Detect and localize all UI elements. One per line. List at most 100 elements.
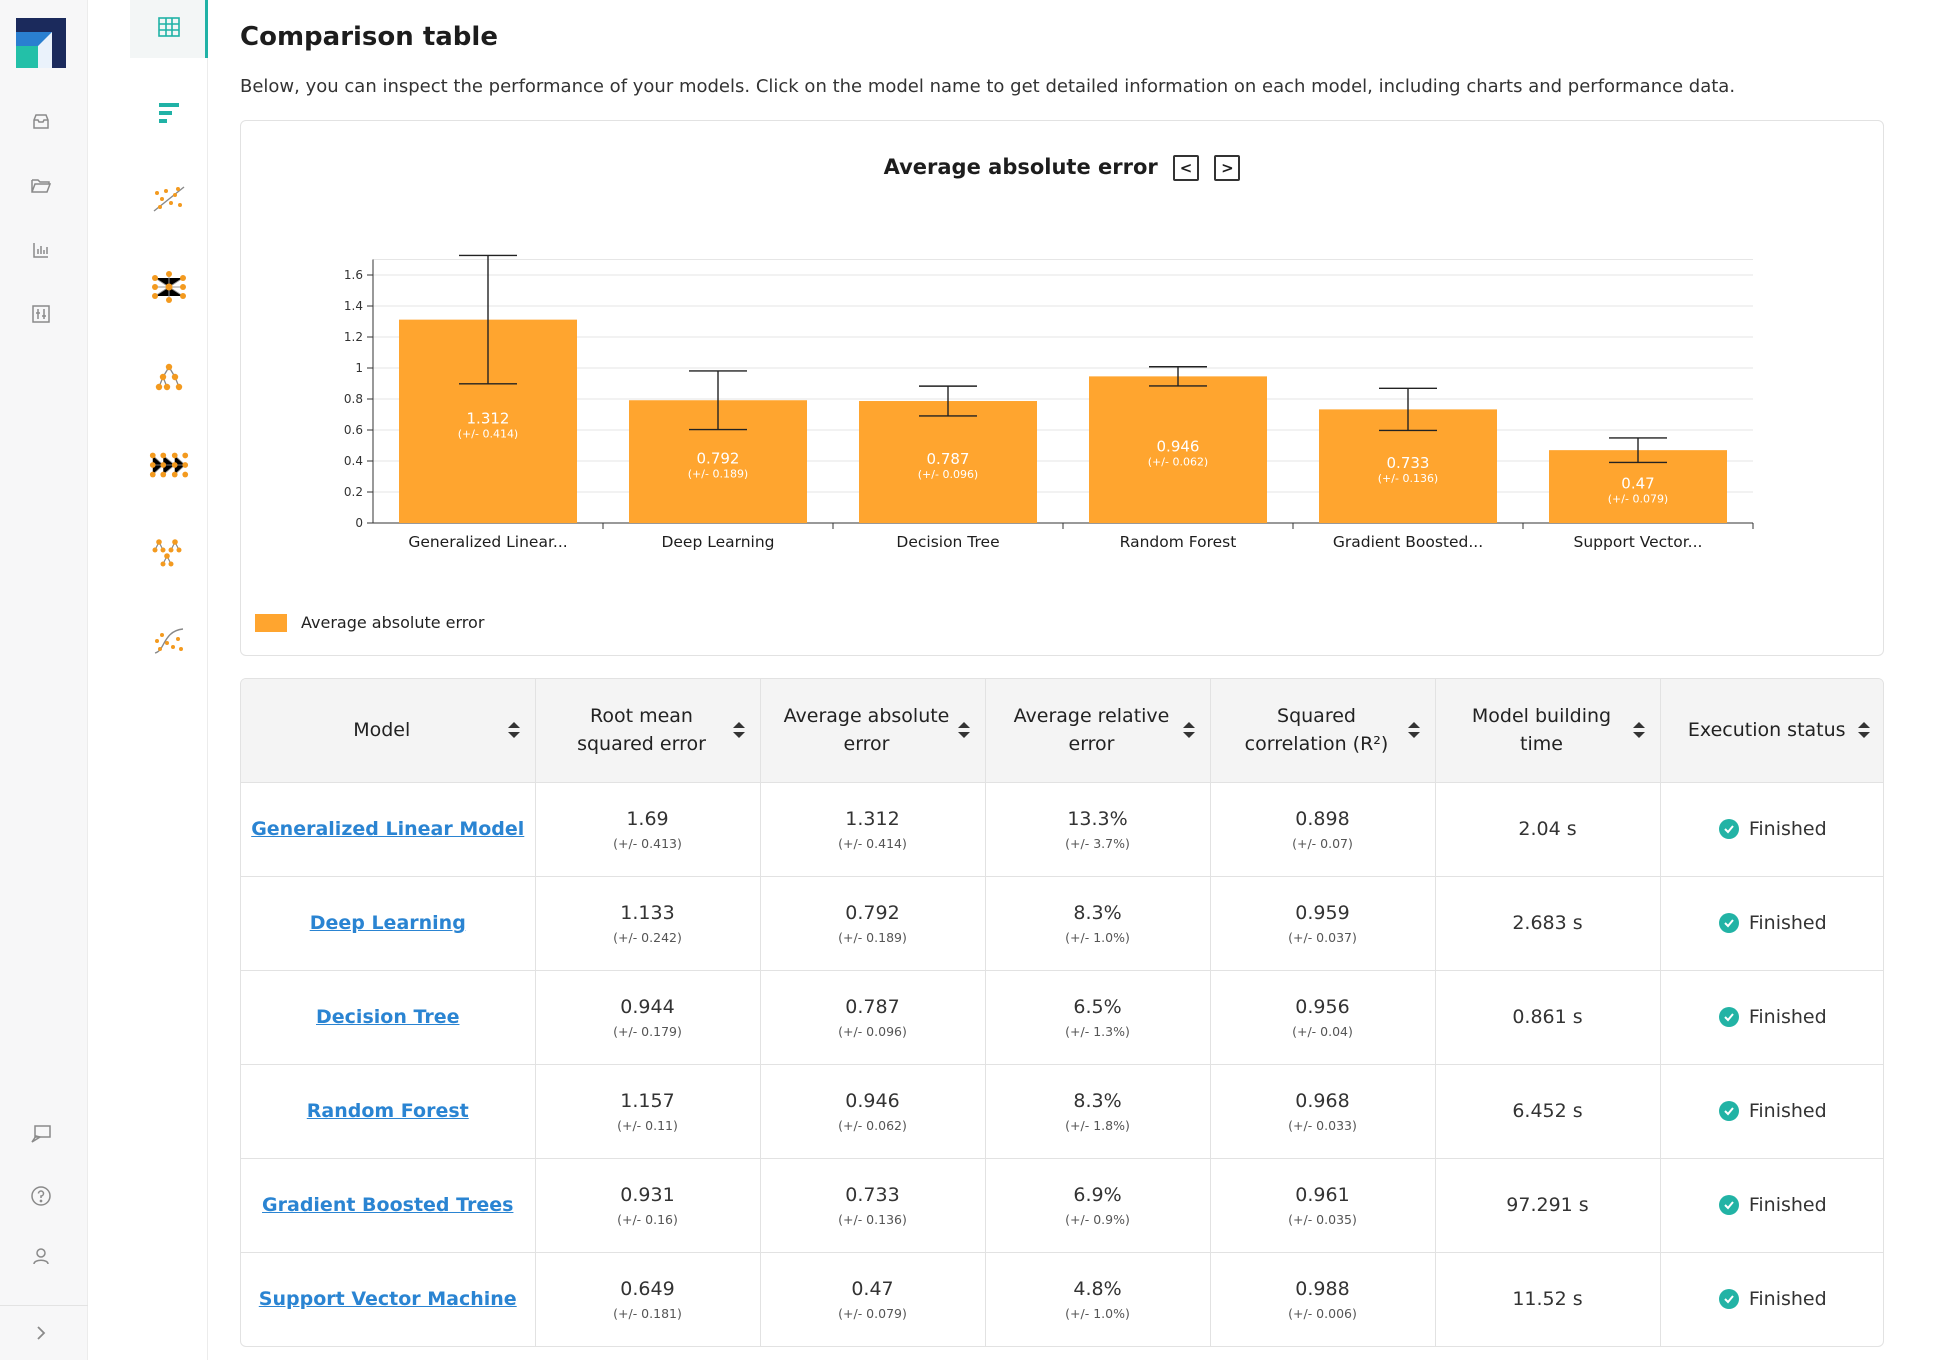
model-link[interactable]: Gradient Boosted Trees: [262, 1194, 514, 1216]
legend-label: Average absolute error: [301, 613, 485, 632]
column-header-label: Execution status: [1687, 719, 1846, 741]
sort-icon[interactable]: [1632, 720, 1646, 740]
metric-error: (+/- 0.9%): [1065, 1211, 1130, 1227]
column-header[interactable]: Average absolute error: [760, 679, 986, 783]
column-header[interactable]: Model building time: [1435, 679, 1661, 783]
column-header[interactable]: Model: [241, 679, 536, 783]
tree-icon[interactable]: [148, 356, 190, 398]
feedback-icon[interactable]: [26, 1119, 56, 1149]
svm-curve-icon[interactable]: [148, 620, 190, 662]
metric-error: (+/- 0.189): [838, 929, 907, 945]
build-time-cell: 0.861 s: [1435, 970, 1661, 1065]
column-header[interactable]: Execution status: [1660, 679, 1883, 783]
table-icon[interactable]: [148, 6, 190, 48]
data-error-label: (+/- 0.414): [458, 427, 518, 440]
status-badge: Finished: [1718, 1288, 1827, 1311]
metric-error: (+/- 0.181): [613, 1305, 682, 1321]
sort-icon[interactable]: [1857, 720, 1871, 740]
sort-icon[interactable]: [507, 720, 521, 740]
metric-value: 1.157: [620, 1089, 675, 1112]
model-cell: Decision Tree: [241, 970, 536, 1065]
metric-value: 6.5%: [1073, 995, 1122, 1018]
inbox-icon[interactable]: [26, 107, 56, 137]
status-cell: Finished: [1660, 1064, 1883, 1159]
expand-icon[interactable]: [26, 1318, 56, 1348]
sort-icon[interactable]: [1407, 720, 1421, 740]
status-label: Finished: [1748, 1194, 1827, 1216]
y-tick-label: 0: [355, 516, 363, 530]
table-row: Decision Tree 0.944 (+/- 0.179) 0.787 (+/- 0…: [241, 970, 1883, 1065]
column-header[interactable]: Root mean squared error: [535, 679, 761, 783]
build-time-cell: 97.291 s: [1435, 1158, 1661, 1253]
model-link[interactable]: Deep Learning: [309, 912, 466, 934]
sort-icon[interactable]: [732, 720, 746, 740]
metric-cell: 0.787 (+/- 0.096): [760, 970, 986, 1065]
status-label: Finished: [1748, 912, 1827, 934]
metric-error: (+/- 0.096): [838, 1023, 907, 1039]
status-label: Finished: [1748, 1288, 1827, 1311]
sort-icon[interactable]: [1182, 720, 1196, 740]
boosted-trees-icon[interactable]: [148, 532, 190, 574]
data-error-label: (+/- 0.189): [688, 468, 748, 481]
chart-header: Average absolute error < >: [241, 155, 1883, 181]
metric-cell: 1.312 (+/- 0.414): [760, 782, 986, 877]
metric-value: 0.944: [620, 995, 675, 1018]
build-time-cell: 11.52 s: [1435, 1252, 1661, 1346]
bar-chart-icon[interactable]: [26, 235, 56, 265]
model-cell: Deep Learning: [241, 876, 536, 971]
metric-error: (+/- 1.3%): [1065, 1023, 1130, 1039]
data-error-label: (+/- 0.079): [1608, 493, 1668, 506]
app-logo[interactable]: [16, 18, 66, 68]
rail-divider: [0, 1305, 88, 1306]
metric-error: (+/- 0.16): [617, 1211, 678, 1227]
metric-value: 0.961: [1295, 1183, 1350, 1206]
user-icon[interactable]: [26, 1241, 56, 1271]
metric-error: (+/- 0.413): [613, 835, 682, 851]
metric-cell: 0.944 (+/- 0.179): [535, 970, 761, 1065]
x-tick-label: Generalized Linear...: [408, 533, 567, 551]
scatter-icon[interactable]: [148, 178, 190, 220]
column-header[interactable]: Average relative error: [985, 679, 1211, 783]
metric-cell: 0.946 (+/- 0.062): [760, 1064, 986, 1159]
model-link[interactable]: Random Forest: [306, 1100, 469, 1122]
metric-error: (+/- 0.035): [1288, 1211, 1357, 1227]
metric-value: 0.787: [845, 995, 900, 1018]
metric-value: 1.69: [626, 807, 669, 830]
metric-value: 8.3%: [1073, 1089, 1122, 1112]
table-body: Generalized Linear Model 1.69 (+/- 0.413) 1…: [241, 782, 1883, 1346]
x-tick-label: Decision Tree: [896, 533, 999, 551]
chart-card: Average absolute error < > 0 0.2 0.4 0.6 0.8…: [240, 120, 1884, 656]
metric-value: 0.946: [845, 1089, 900, 1112]
metric-value: 0.988: [1295, 1277, 1350, 1300]
comparison-table: Model Root mean squared error Average abso…: [240, 678, 1884, 1347]
sliders-icon[interactable]: [26, 299, 56, 329]
metric-cell: 13.3% (+/- 3.7%): [985, 782, 1211, 877]
chart-legend: Average absolute error: [255, 613, 484, 632]
folder-icon[interactable]: [26, 171, 56, 201]
network-icon[interactable]: [148, 266, 190, 308]
neural-net-icon[interactable]: [148, 444, 190, 486]
table-row: Generalized Linear Model 1.69 (+/- 0.413) 1…: [241, 782, 1883, 877]
model-link[interactable]: Support Vector Machine: [258, 1288, 517, 1311]
data-label: 0.787: [927, 450, 970, 468]
metric-cell: 4.8% (+/- 1.0%): [985, 1252, 1211, 1346]
horizontal-bars-icon[interactable]: [148, 92, 190, 134]
status-badge: Finished: [1718, 912, 1827, 934]
metric-value: 6.9%: [1073, 1183, 1122, 1206]
chart-prev-button[interactable]: <: [1173, 155, 1200, 181]
metric-value: 1.133: [620, 901, 675, 924]
model-link[interactable]: Generalized Linear Model: [251, 818, 525, 840]
check-circle-icon: [1718, 1007, 1739, 1027]
column-header-label: Average relative error: [1013, 704, 1170, 756]
data-error-label: (+/- 0.136): [1378, 472, 1438, 485]
help-icon[interactable]: [26, 1181, 56, 1211]
model-link[interactable]: Decision Tree: [316, 1006, 460, 1028]
metric-value: 0.956: [1295, 995, 1350, 1018]
metric-cell: 1.69 (+/- 0.413): [535, 782, 761, 877]
x-tick-label: Random Forest: [1120, 533, 1237, 551]
chart-next-button[interactable]: >: [1214, 155, 1241, 181]
build-time-cell: 2.04 s: [1435, 782, 1661, 877]
metric-error: (+/- 0.179): [613, 1023, 682, 1039]
sort-icon[interactable]: [957, 720, 971, 740]
column-header[interactable]: Squared correlation (R²): [1210, 679, 1436, 783]
